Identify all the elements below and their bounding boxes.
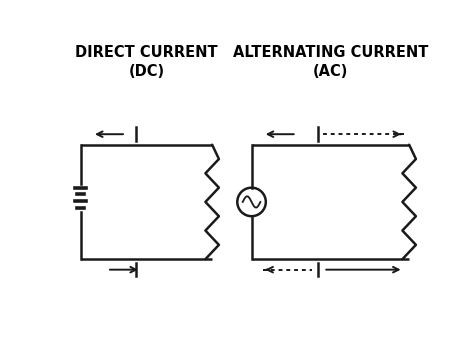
Text: ALTERNATING CURRENT
(AC): ALTERNATING CURRENT (AC) <box>233 45 428 79</box>
Text: DIRECT CURRENT
(DC): DIRECT CURRENT (DC) <box>75 45 218 79</box>
